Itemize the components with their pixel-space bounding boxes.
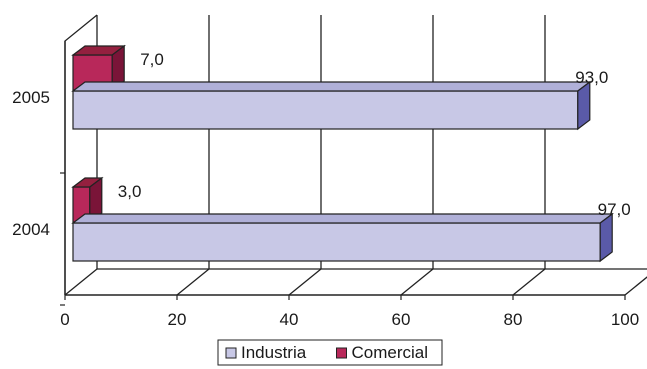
x-tick-label: 60 [392, 310, 411, 329]
bar-industria-2004-front [72, 222, 601, 262]
data-label-comercial-2004: 3,0 [118, 182, 142, 201]
floor-gridline [512, 268, 546, 296]
x-tick-label: 80 [504, 310, 523, 329]
x-tick-label: 100 [611, 310, 639, 329]
chart-axes [64, 41, 625, 296]
bar-industria-2005-side [577, 80, 591, 131]
floor-gridline [288, 268, 322, 296]
legend-label-industria: Industria [241, 343, 307, 362]
data-label-industria-2005: 93,0 [575, 68, 608, 87]
x-tick-label: 40 [280, 310, 299, 329]
floor-left-edge [64, 268, 98, 296]
bar-comercial-2004-side [89, 176, 103, 224]
legend-box [217, 339, 443, 366]
legend-label-comercial: Comercial [352, 343, 429, 362]
chart-ticks: 2004 2005 0 20 40 60 80 100 [12, 88, 639, 329]
bar-comercial-2005-side [111, 44, 125, 92]
legend-swatch-industria [225, 347, 237, 359]
category-label-2005: 2005 [12, 88, 50, 107]
bar-industria-2004-side [599, 212, 613, 263]
floor-gridline [400, 268, 434, 296]
chart-bars [71, 44, 615, 263]
bar-industria-2005-top [71, 81, 592, 92]
x-tick-label: 0 [60, 310, 69, 329]
floor-gridline [176, 268, 210, 296]
bar-industria-2005-front [72, 90, 579, 130]
chart-data-labels: 3,0 97,0 7,0 93,0 [118, 50, 631, 219]
chart-legend: Industria Comercial [217, 339, 443, 366]
bar-industria-2004-top [71, 213, 615, 224]
x-tick-label: 20 [168, 310, 187, 329]
legend-swatch-comercial [336, 347, 347, 359]
data-label-comercial-2005: 7,0 [140, 50, 164, 69]
category-label-2004: 2004 [12, 220, 50, 239]
data-label-industria-2004: 97,0 [598, 200, 631, 219]
floor-gridline [624, 276, 647, 296]
